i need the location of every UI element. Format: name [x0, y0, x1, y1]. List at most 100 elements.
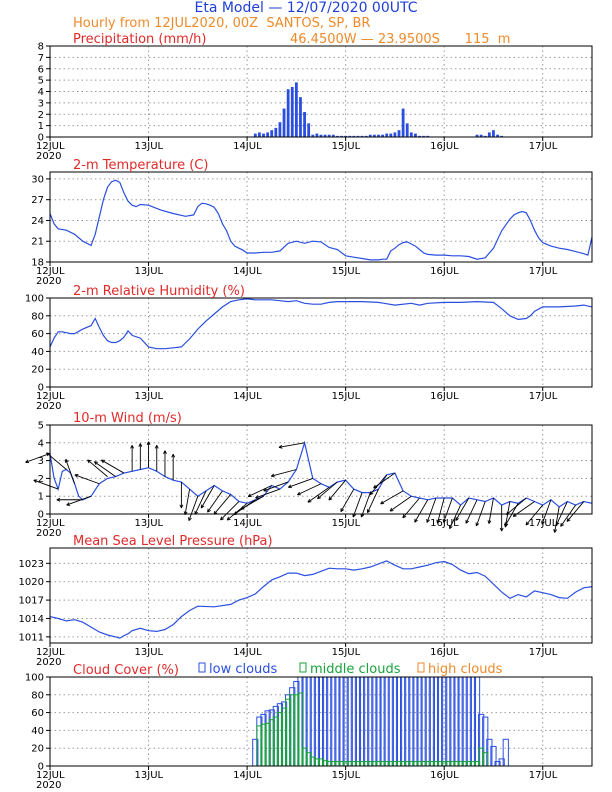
precip-bar	[282, 108, 286, 137]
panel-frame	[49, 171, 593, 263]
wind-arrowhead	[436, 519, 438, 524]
precip-bar	[262, 133, 265, 137]
x-tick-label: 16JUL	[430, 266, 459, 277]
wind-arrow	[194, 490, 207, 515]
x-tick-label: 15JUL	[332, 647, 361, 658]
x-tick-label: 16JUL	[430, 391, 459, 402]
wind-arrowhead	[247, 493, 251, 497]
y-tick-label: 5	[38, 76, 44, 87]
precip-bar	[253, 133, 257, 137]
y-tick-label: 20	[31, 365, 44, 376]
wind-arrowhead	[465, 520, 470, 524]
precip-bar	[385, 133, 389, 137]
y-tick-label: 27	[31, 195, 44, 206]
x-tick-label: 13JUL	[135, 647, 164, 658]
wind-arrow	[488, 497, 494, 524]
y-tick-label: 1020	[19, 577, 44, 588]
x-tick-label: 13JUL	[135, 391, 164, 402]
precip-bar	[303, 111, 306, 137]
precip-bar	[426, 135, 430, 137]
y-tick-label: 3	[38, 456, 44, 467]
wind-arrow	[263, 481, 289, 492]
precip-bar	[278, 122, 282, 137]
panel-frame	[49, 424, 593, 515]
wind-arrowhead	[525, 523, 530, 526]
wind-arrow	[271, 469, 297, 477]
wind-arrow	[437, 497, 445, 524]
wind-arrowhead	[361, 514, 365, 518]
wind-arrow	[184, 489, 191, 515]
precip-bar	[475, 134, 479, 137]
x-tick-label: 14JUL	[233, 647, 262, 658]
x-tick-label: 16JUL	[430, 141, 459, 152]
y-tick-label: 2	[38, 110, 44, 121]
wind-arrowhead	[449, 526, 453, 530]
wind-arrowhead	[380, 500, 383, 505]
precip-bar	[266, 132, 270, 137]
y-tick-label: 80	[31, 311, 44, 322]
wind-arrowhead	[553, 528, 556, 533]
y-tick-label: 60	[31, 329, 44, 340]
legend-swatch	[299, 662, 307, 673]
wind-arrowhead	[288, 484, 292, 488]
x-tick-label: 17JUL	[529, 266, 558, 277]
wind-arrow	[541, 499, 552, 525]
precip-bar	[372, 134, 376, 137]
wind-arrow	[226, 502, 248, 521]
wind-arrowhead	[164, 450, 167, 454]
legend-label: high clouds	[428, 662, 503, 677]
wind-arrowhead	[271, 475, 275, 478]
precip-bar	[286, 89, 290, 137]
wind-arrow	[367, 488, 379, 513]
wind-arrow	[317, 481, 338, 500]
x-tick-label: 12JUL	[36, 391, 65, 402]
wind-arrow	[33, 479, 59, 490]
wind-arrow	[554, 506, 560, 533]
precip-bar	[258, 132, 261, 137]
panel-title: 2-m Temperature (C)	[73, 158, 208, 173]
y-tick-label: 40	[31, 347, 44, 358]
x-tick-label: 14JUL	[233, 770, 262, 781]
wind-arrowhead	[367, 510, 371, 513]
wind-arrowhead	[263, 488, 267, 492]
wind-arrowhead	[56, 497, 61, 501]
wind-arrowhead	[373, 486, 378, 489]
wind-arrow	[65, 459, 76, 484]
wind-arrowhead	[556, 522, 560, 526]
wind-arrowhead	[94, 461, 97, 465]
x-year-label: 2020	[36, 401, 61, 412]
precip-bar	[340, 135, 343, 137]
wind-arrowhead	[566, 519, 571, 522]
x-tick-label: 12JUL	[36, 770, 65, 781]
wind-arrow	[389, 495, 412, 512]
wind-arrow	[200, 485, 215, 509]
wind-arrow	[555, 501, 568, 526]
x-tick-label: 13JUL	[135, 266, 164, 277]
panel-frame	[49, 547, 593, 644]
precip-bar	[270, 130, 274, 137]
precip-bar	[274, 127, 278, 137]
x-tick-label: 14JUL	[233, 391, 262, 402]
x-tick-label: 15JUL	[332, 391, 361, 402]
x-tick-label: 17JUL	[529, 518, 558, 529]
x-year-label: 2020	[36, 528, 61, 539]
wind-arrows	[25, 441, 585, 533]
wind-arrowhead	[56, 499, 61, 502]
x-year-label: 2020	[36, 151, 61, 162]
wind-arrow	[188, 496, 199, 521]
x-year-label: 2020	[36, 780, 61, 791]
x-tick-label: 12JUL	[36, 647, 65, 658]
precip-bar	[414, 133, 417, 137]
wind-arrow	[66, 495, 92, 506]
precip-bar	[500, 135, 504, 137]
wind-arrow	[220, 501, 240, 521]
wind-arrowhead	[307, 498, 311, 503]
y-tick-label: 7	[38, 53, 44, 64]
wind-arrowhead	[172, 453, 176, 458]
wind-arrowhead	[437, 520, 441, 524]
wind-arrowhead	[65, 458, 69, 463]
panel-frame	[49, 297, 593, 388]
precip-bar	[311, 134, 315, 137]
wind-arrowhead	[455, 518, 459, 521]
wind-arrow	[340, 488, 355, 512]
